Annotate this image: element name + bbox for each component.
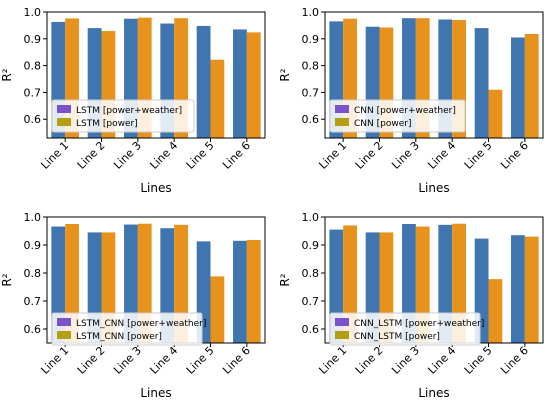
y-tick-label: 0.6 xyxy=(24,323,42,336)
y-tick-label: 1.0 xyxy=(24,6,42,19)
y-tick-label: 1.0 xyxy=(24,211,42,224)
x-tick-label: Line 6 xyxy=(498,344,531,377)
y-tick-label: 0.8 xyxy=(302,60,320,73)
legend: LSTM [power+weather] LSTM [power] xyxy=(51,99,195,133)
y-tick-label: 0.6 xyxy=(302,113,320,126)
x-tick-label: Line 3 xyxy=(111,344,144,377)
x-tick-label: Line 3 xyxy=(111,139,144,172)
legend-entry-2: CNN_LSTM [power] xyxy=(354,332,440,342)
y-tick-label: 0.9 xyxy=(302,239,320,252)
legend-box xyxy=(51,99,195,133)
x-tick-label: Line 1 xyxy=(38,344,71,377)
legend-box xyxy=(329,99,466,133)
bar-series1-6 xyxy=(511,37,525,138)
x-tick-label: Line 5 xyxy=(462,344,495,377)
legend-box xyxy=(329,312,481,346)
y-tick-label: 0.8 xyxy=(302,267,320,280)
y-tick-label: 0.7 xyxy=(302,86,320,99)
y-axis-label: R² xyxy=(0,273,14,286)
x-tick-label: Line 2 xyxy=(75,344,108,377)
y-axis-label: R² xyxy=(278,68,292,81)
y-tick-label: 0.8 xyxy=(24,267,42,280)
bar-series1-6 xyxy=(233,240,247,343)
legend-entry-2: LSTM_CNN [power] xyxy=(76,332,162,342)
y-tick-label: 1.0 xyxy=(302,6,320,19)
bar-series2-6 xyxy=(246,32,261,139)
x-tick-label: Line 2 xyxy=(353,139,386,172)
legend-swatch-1 xyxy=(57,318,71,326)
y-tick-label: 0.9 xyxy=(24,33,42,46)
x-axis-label: Lines xyxy=(140,386,171,400)
legend-swatch-2 xyxy=(335,118,349,126)
legend: LSTM_CNN [power+weather] LSTM_CNN [power] xyxy=(51,312,206,346)
x-tick-label: Line 6 xyxy=(220,139,253,172)
x-tick-label: Line 4 xyxy=(147,344,180,377)
x-tick-label: Line 1 xyxy=(316,139,349,172)
legend-entry-1: LSTM [power+weather] xyxy=(76,106,182,116)
x-tick-label: Line 5 xyxy=(184,139,217,172)
x-tick-label: Line 4 xyxy=(425,344,458,377)
y-tick-label: 0.7 xyxy=(24,295,42,308)
bar-series1-5 xyxy=(474,28,489,139)
bar-series2-5 xyxy=(488,89,503,138)
y-tick-label: 0.9 xyxy=(302,33,320,46)
legend-entry-1: CNN_LSTM [power+weather] xyxy=(354,319,484,329)
y-axis-label: R² xyxy=(278,273,292,286)
x-tick-label: Line 6 xyxy=(498,139,531,172)
y-axis-label: R² xyxy=(0,68,14,81)
legend-entry-1: CNN [power+weather] xyxy=(354,106,456,116)
bar-series2-5 xyxy=(210,59,225,138)
legend-swatch-2 xyxy=(57,118,71,126)
legend-entry-2: CNN [power] xyxy=(354,119,411,129)
bar-series2-6 xyxy=(524,236,539,343)
x-tick-label: Line 1 xyxy=(38,139,71,172)
x-axis-label: Lines xyxy=(418,181,449,195)
x-tick-label: Line 4 xyxy=(425,139,458,172)
y-tick-label: 1.0 xyxy=(302,211,320,224)
x-tick-label: Line 1 xyxy=(316,344,349,377)
y-tick-label: 0.9 xyxy=(24,239,42,252)
bar-series1-5 xyxy=(196,25,211,138)
legend-swatch-2 xyxy=(335,331,349,339)
legend-swatch-1 xyxy=(335,105,349,113)
legend-swatch-2 xyxy=(57,331,71,339)
y-tick-label: 0.7 xyxy=(302,295,320,308)
x-axis-label: Lines xyxy=(418,386,449,400)
x-tick-label: Line 6 xyxy=(220,344,253,377)
x-tick-label: Line 5 xyxy=(184,344,217,377)
x-tick-label: Line 3 xyxy=(389,344,422,377)
y-tick-label: 0.6 xyxy=(24,113,42,126)
x-tick-label: Line 2 xyxy=(75,139,108,172)
x-tick-label: Line 4 xyxy=(147,139,180,172)
axes-frame xyxy=(324,11,544,139)
legend-entry-2: LSTM [power] xyxy=(76,119,138,129)
x-tick-label: Line 2 xyxy=(353,344,386,377)
legend-box xyxy=(51,312,203,346)
bar-series2-6 xyxy=(524,33,539,139)
legend: CNN_LSTM [power+weather] CNN_LSTM [power] xyxy=(329,312,484,346)
y-tick-label: 0.8 xyxy=(24,60,42,73)
bar-series1-6 xyxy=(233,29,247,138)
y-tick-label: 0.7 xyxy=(24,86,42,99)
bar-series1-6 xyxy=(511,235,525,343)
legend-swatch-1 xyxy=(57,105,71,113)
legend: CNN [power+weather] CNN [power] xyxy=(329,99,466,133)
x-tick-label: Line 5 xyxy=(462,139,495,172)
axes-frame xyxy=(46,11,266,139)
bar-series2-5 xyxy=(210,276,225,343)
x-axis-label: Lines xyxy=(140,181,171,195)
legend-entry-1: LSTM_CNN [power+weather] xyxy=(76,319,206,329)
x-tick-label: Line 3 xyxy=(389,139,422,172)
bar-series2-6 xyxy=(246,239,261,343)
legend-swatch-1 xyxy=(335,318,349,326)
bar-series2-5 xyxy=(488,279,503,343)
y-tick-label: 0.6 xyxy=(302,323,320,336)
